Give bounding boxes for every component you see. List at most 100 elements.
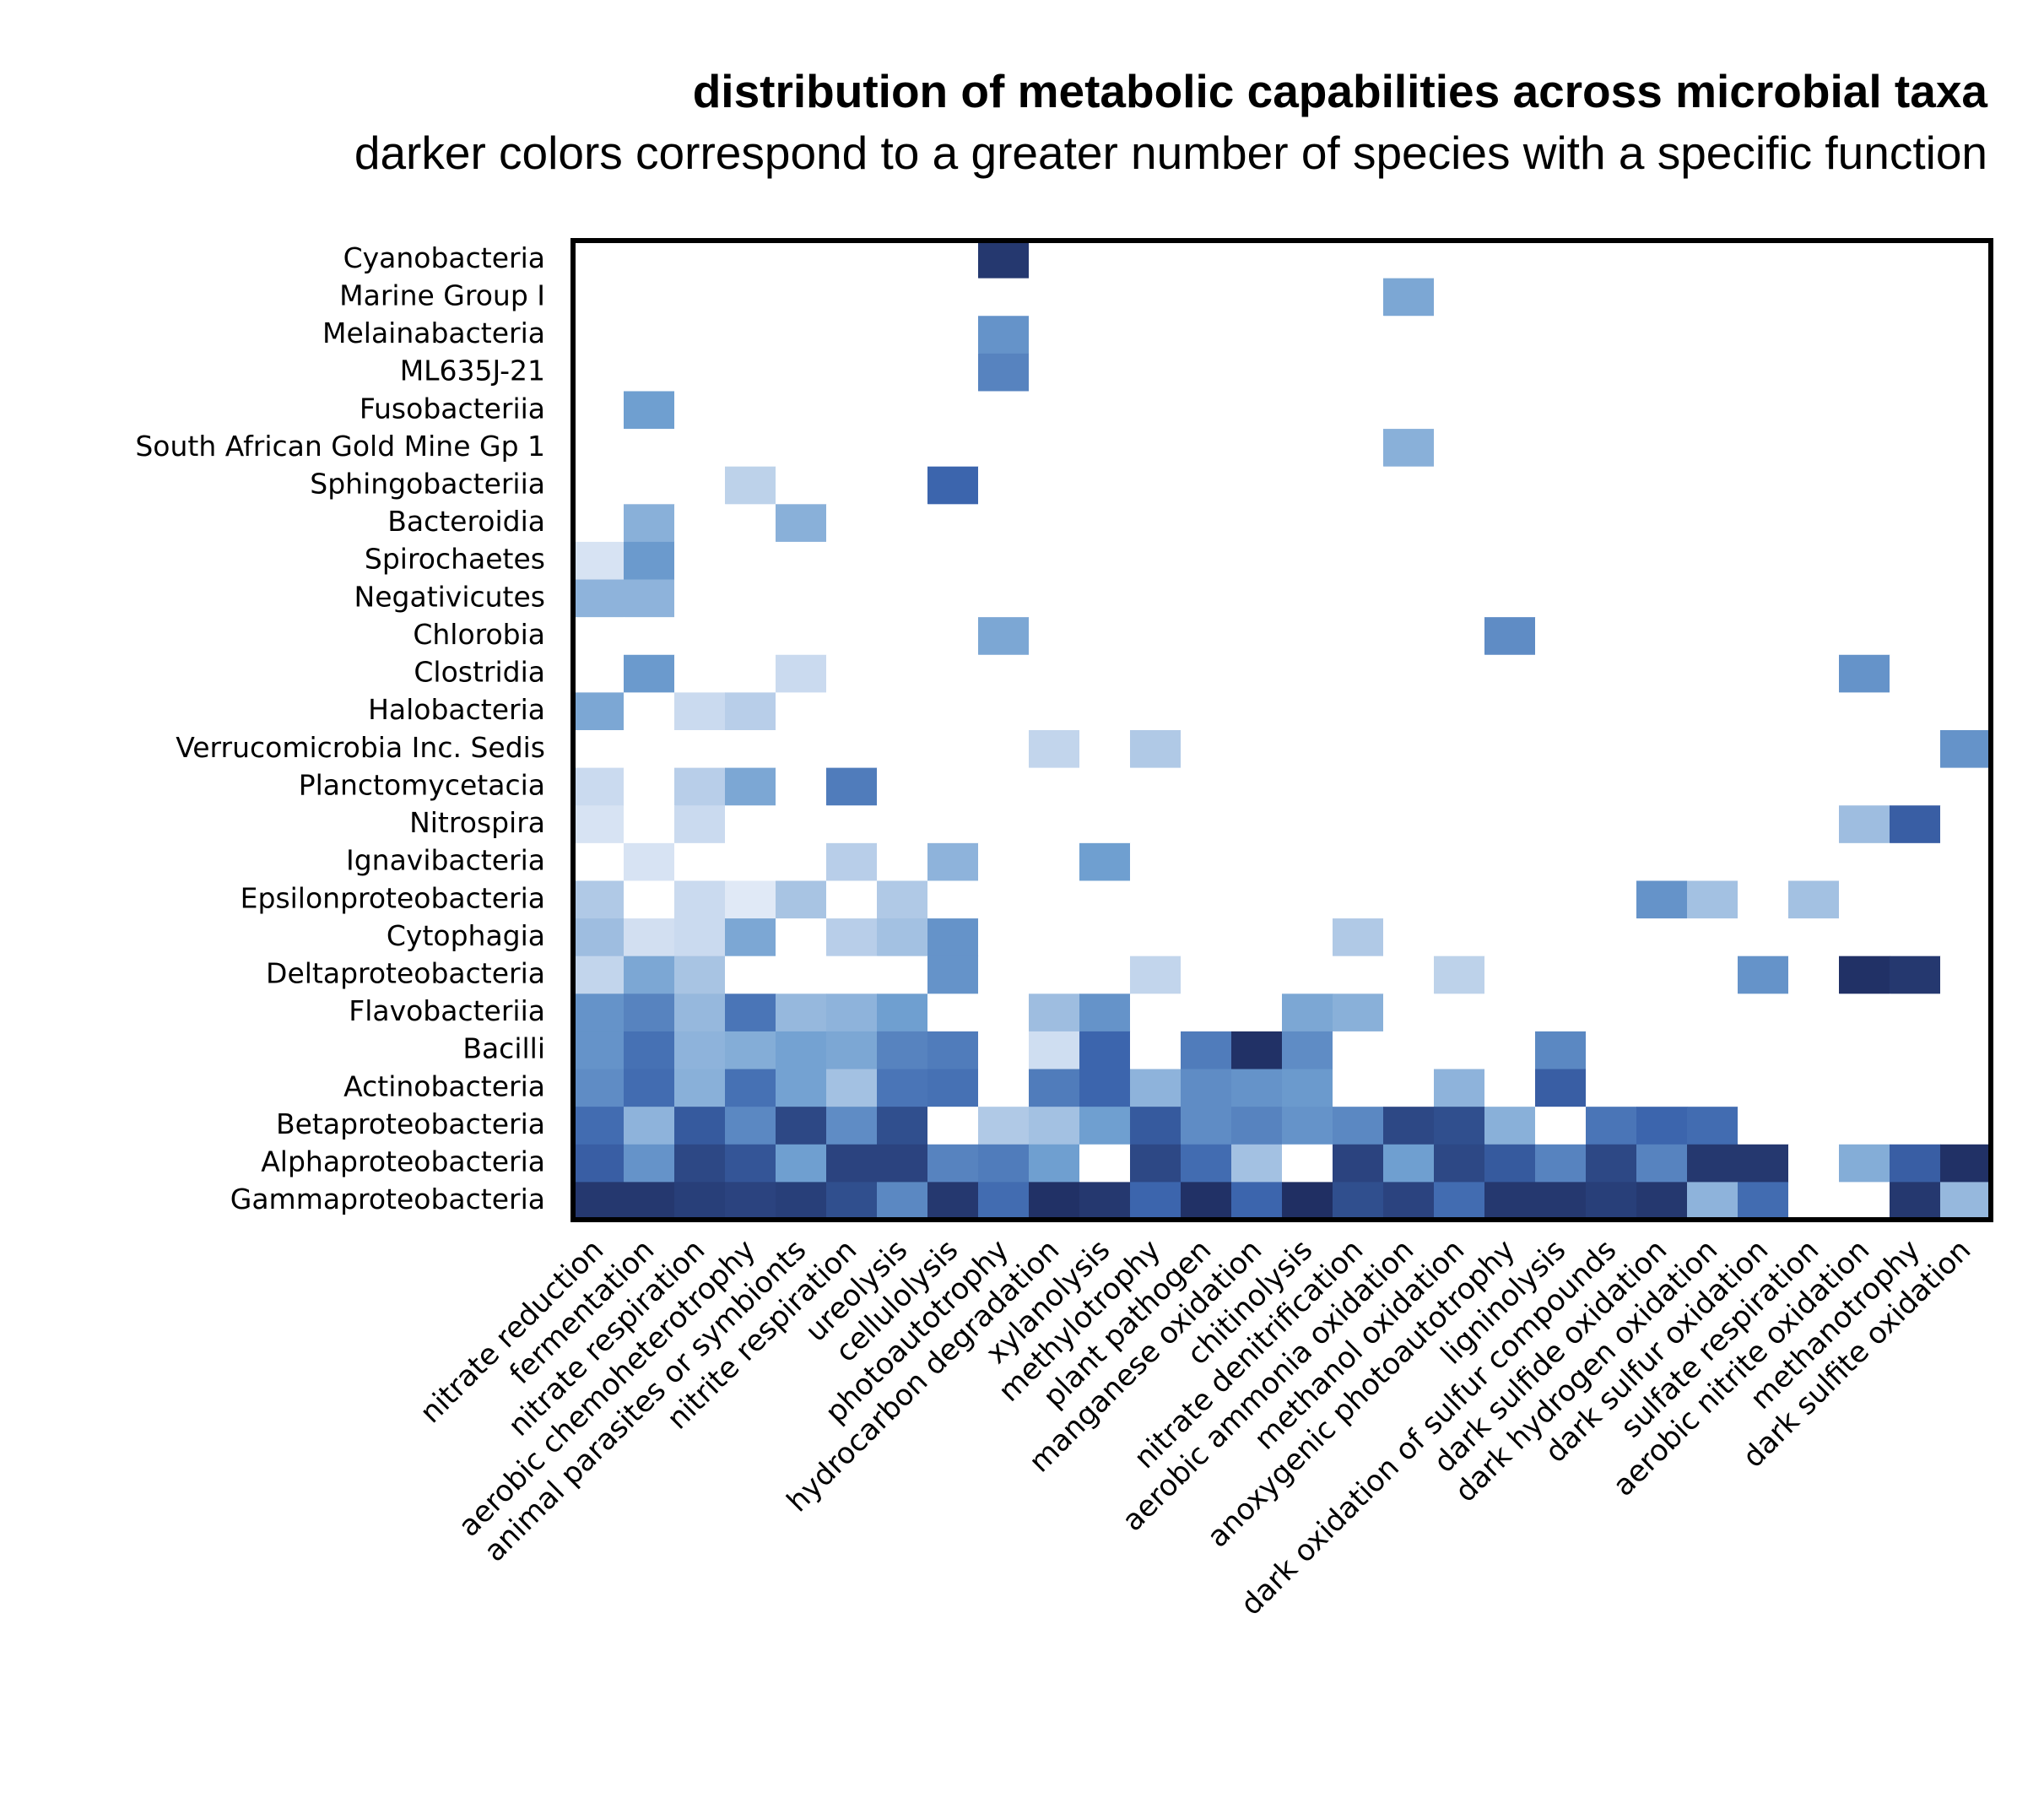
heatmap-cell — [1181, 466, 1232, 505]
heatmap-cell — [1231, 391, 1283, 430]
heatmap-cell — [1130, 1182, 1182, 1221]
heatmap-cell — [1383, 617, 1435, 656]
heatmap-cell — [1535, 429, 1587, 468]
heatmap-cell — [978, 956, 1030, 994]
heatmap-cell — [725, 241, 776, 279]
heatmap-cell — [1282, 241, 1333, 279]
heatmap-cell — [1130, 429, 1182, 468]
heatmap-cell — [927, 730, 979, 769]
heatmap-cell — [1636, 1144, 1688, 1183]
heatmap-cell — [1636, 692, 1688, 731]
heatmap-cell — [1484, 353, 1536, 392]
heatmap-cell — [826, 1144, 878, 1183]
heatmap-cell — [1687, 541, 1738, 581]
heatmap-cell — [1079, 504, 1131, 543]
heatmap-cell — [927, 654, 979, 693]
heatmap-cell — [1535, 918, 1587, 957]
heatmap-cell — [1484, 504, 1536, 543]
heatmap-cell — [1890, 579, 1941, 618]
heatmap-cell — [1130, 880, 1182, 919]
heatmap-cell — [1535, 993, 1587, 1032]
heatmap-cell — [1383, 918, 1435, 957]
heatmap-cell — [1738, 391, 1789, 430]
heatmap-cell — [1282, 692, 1333, 731]
heatmap-cell — [1079, 278, 1131, 317]
heatmap-cell — [1738, 353, 1789, 392]
heatmap-cell — [1788, 805, 1840, 844]
heatmap-cell — [1079, 730, 1131, 769]
heatmap-cell — [725, 880, 776, 919]
heatmap-cell — [1029, 805, 1080, 844]
heatmap-cell — [1130, 504, 1182, 543]
heatmap-cell — [978, 1107, 1030, 1145]
heatmap-cell — [674, 278, 726, 317]
heatmap-cell — [725, 993, 776, 1032]
heatmap-cell — [1484, 241, 1536, 279]
heatmap-cell — [826, 579, 878, 618]
heatmap-cell — [1636, 654, 1688, 693]
heatmap-cell — [826, 993, 878, 1032]
heatmap-cell — [927, 541, 979, 581]
heatmap-cell — [1383, 1107, 1435, 1145]
heatmap-cell — [877, 1107, 928, 1145]
heatmap-cell — [1586, 504, 1637, 543]
heatmap-cell — [1282, 504, 1333, 543]
heatmap-cell — [1636, 391, 1688, 430]
heatmap-cell — [674, 1031, 726, 1070]
heatmap-cell — [1636, 842, 1688, 882]
heatmap-cell — [1484, 654, 1536, 693]
heatmap-cell — [1383, 1144, 1435, 1183]
heatmap-cell — [725, 541, 776, 581]
heatmap-cell — [573, 429, 625, 468]
heatmap-cell — [978, 842, 1030, 882]
heatmap-cell — [978, 579, 1030, 618]
heatmap-cell — [1484, 1182, 1536, 1221]
heatmap-cell — [1586, 579, 1637, 618]
heatmap-cell — [776, 617, 827, 656]
heatmap-cell — [674, 1182, 726, 1221]
heatmap-cell — [877, 241, 928, 279]
heatmap-cell — [1383, 654, 1435, 693]
heatmap-cell — [877, 466, 928, 505]
heatmap-cell — [725, 918, 776, 957]
row-label: Negativicutes — [354, 580, 545, 613]
heatmap-cell — [1484, 730, 1536, 769]
heatmap-cell — [573, 842, 625, 882]
row-label: Halobacteria — [368, 693, 545, 726]
heatmap-cell — [927, 1107, 979, 1145]
heatmap-cell — [1940, 241, 1992, 279]
heatmap-cell — [1079, 1182, 1131, 1221]
heatmap-cell — [1687, 1182, 1738, 1221]
heatmap-cell — [826, 1069, 878, 1107]
heatmap-cell — [776, 541, 827, 581]
heatmap-cell — [1788, 956, 1840, 994]
heatmap-cell — [1434, 466, 1485, 505]
heatmap-cell — [1484, 880, 1536, 919]
heatmap-cell — [1890, 541, 1941, 581]
heatmap-cell — [1636, 1069, 1688, 1107]
heatmap-cell — [1687, 918, 1738, 957]
heatmap-cell — [1890, 692, 1941, 731]
heatmap-cell — [573, 504, 625, 543]
heatmap-cell — [1383, 842, 1435, 882]
heatmap-cell — [927, 1144, 979, 1183]
heatmap-cell — [978, 1182, 1030, 1221]
heatmap-cell — [776, 1069, 827, 1107]
heatmap-cell — [826, 278, 878, 317]
heatmap-cell — [877, 842, 928, 882]
heatmap-cell — [1079, 692, 1131, 731]
heatmap-cell — [1738, 730, 1789, 769]
heatmap-cell — [1687, 353, 1738, 392]
heatmap-cell — [1687, 842, 1738, 882]
heatmap-cell — [1839, 504, 1890, 543]
heatmap-cell — [1282, 880, 1333, 919]
heatmap-cell — [1181, 1107, 1232, 1145]
heatmap-cell — [1282, 316, 1333, 355]
heatmap-cell — [1333, 391, 1384, 430]
heatmap-cell — [573, 918, 625, 957]
heatmap-cell — [1333, 579, 1384, 618]
heatmap-cell — [1383, 880, 1435, 919]
heatmap-cell — [674, 391, 726, 430]
heatmap-cell — [877, 654, 928, 693]
